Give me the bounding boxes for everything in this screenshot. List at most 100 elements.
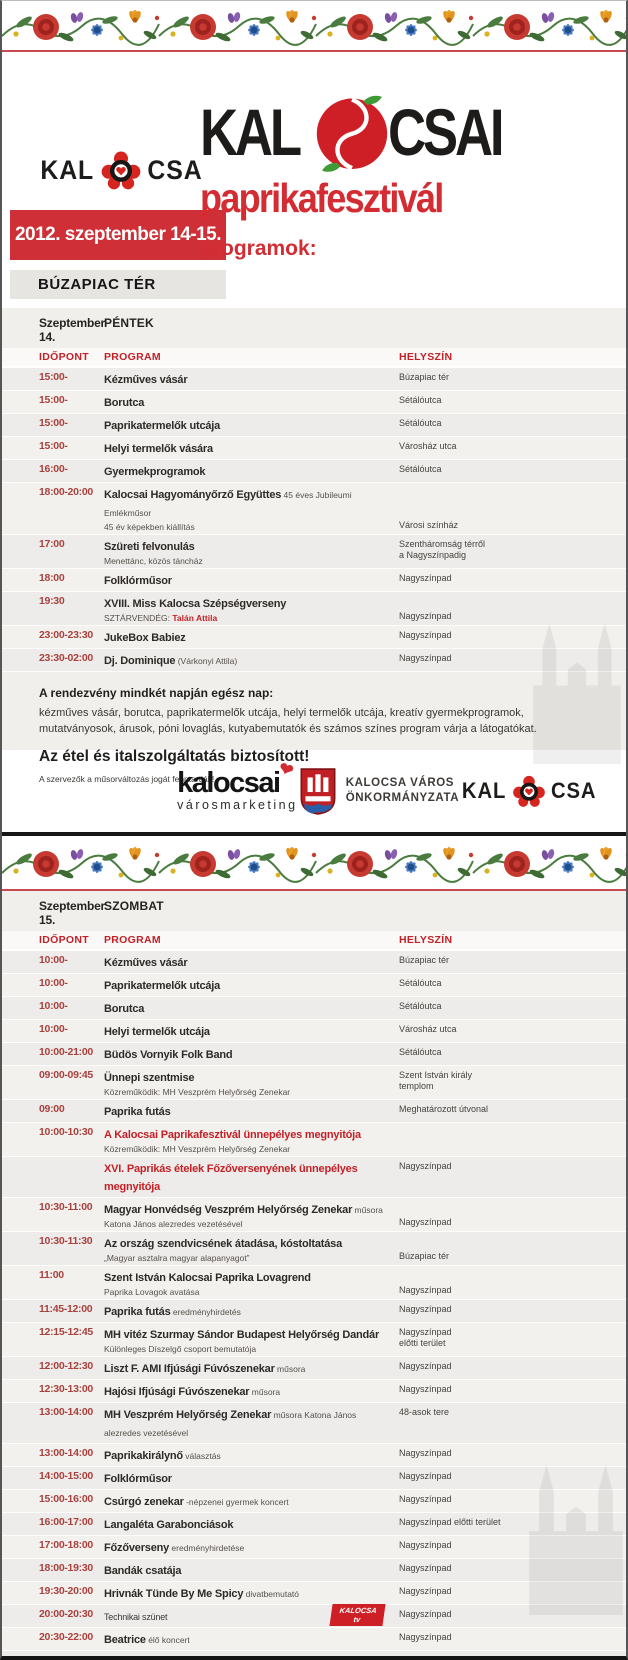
table-row: 10:00- Kézműves vásár Búzapiac tér <box>2 951 626 974</box>
day-date: Szeptember 14. <box>39 316 106 344</box>
event-location: Szent István király templom <box>399 1070 473 1092</box>
event-time: 13:00-14:00 <box>39 1406 93 1418</box>
event-program: Liszt F. AMI Ifjúsági Fúvószenekar műsor… <box>104 1363 306 1375</box>
event-program: Paprika futás <box>104 1106 171 1118</box>
event-location: Nagyszínpad <box>399 1304 452 1314</box>
table-row: 15:00- Kézműves vásár Búzapiac tér <box>2 368 626 391</box>
event-location: Nagyszínpad <box>399 1384 452 1394</box>
event-location: Nagyszínpad <box>399 1540 452 1550</box>
event-location: Sétálóutca <box>399 978 442 988</box>
event-location: Városház utca <box>399 1024 457 1034</box>
city-logo-text-left: KAL <box>40 154 95 185</box>
event-location: Nagyszínpad előtti terület <box>399 1517 501 1527</box>
table-row: 18:00-19:30 Bandák csatája Nagyszínpad <box>2 1559 626 1582</box>
table-row: 10:30-11:30 Az ország szendvicsének átadá… <box>2 1232 626 1266</box>
rose-icon <box>101 151 140 190</box>
event-location: Nagyszínpad <box>399 1563 452 1573</box>
table-row: 09:00-09:45 Ünnepi szentmise Közreműködik:… <box>2 1066 626 1100</box>
event-location: Nagyszínpad <box>399 1161 452 1171</box>
table-row: 15:00- Helyi termelők vására Városház utca <box>2 437 626 460</box>
table-row: 16:00- Gyermekprogramok Sétálóutca <box>2 460 626 483</box>
event-location: Nagyszínpad <box>399 573 452 583</box>
event-time: 12:15-12:45 <box>39 1326 93 1338</box>
event-location: 48-asok tere <box>399 1407 450 1417</box>
table-row: 20:00-20:30 Technikai szünet Nagyszínpad <box>2 1605 626 1628</box>
event-time: 22:00-22:30 <box>39 1654 93 1660</box>
event-time: 11:45-12:00 <box>39 1303 93 1315</box>
event-program: Gyermekprogramok <box>104 466 206 478</box>
event-program: Szüreti felvonulás Menettánc, közös tánch… <box>104 541 203 566</box>
day-name: SZOMBAT <box>104 899 164 913</box>
table-row: 19:30 XVIII. Miss Kalocsa Szépségverseny S… <box>2 592 626 626</box>
table-row: 16:00-17:00 Langaléta Garabonciások Nagysz… <box>2 1513 626 1536</box>
festival-logo-csai: CSAI <box>387 94 505 169</box>
table-row: 18:00 Folklórműsor Nagyszínpad <box>2 569 626 592</box>
event-location: Városház utca <box>399 441 457 451</box>
col-program: PROGRAM <box>104 351 161 363</box>
event-time: 16:00- <box>39 463 68 475</box>
program-table: 15:00- Kézműves vásár Búzapiac tér 15:00- Bo… <box>2 368 626 672</box>
event-time <box>39 1159 104 1195</box>
event-program: MH Veszprém Helyőrség Zenekar műsora Kat… <box>104 1409 357 1438</box>
event-time: 13:00-14:00 <box>39 1447 93 1459</box>
event-location: Nagyszínpad <box>399 1471 452 1481</box>
table-row: 20:30-22:00 Beatrice élő koncert Nagyszínp… <box>2 1628 626 1651</box>
event-location: Nagyszínpad <box>399 653 452 663</box>
table-row: 11:45-12:00 Paprika futás eredményhirdeté… <box>2 1300 626 1323</box>
event-time: 18:00 <box>39 572 65 584</box>
event-location: Nagyszínpad <box>399 1284 452 1295</box>
event-program: Az ország szendvicsének átadása, kóstolt… <box>104 1238 342 1263</box>
event-time: 23:00-23:30 <box>39 629 93 641</box>
event-location: Nagyszínpad <box>399 1494 452 1504</box>
council-line1: KALOCSA VÁROS <box>345 777 455 790</box>
event-program: Magyar Honvédség Veszprém Helyőrség Zene… <box>104 1204 383 1229</box>
event-location: Nagyszínpad <box>399 1586 452 1596</box>
date-banner: 2012. szeptember 14-15. <box>10 210 226 260</box>
event-location: Szentháromság térről a Nagyszínpadig <box>399 539 486 561</box>
event-time: 18:00-19:30 <box>39 1562 93 1574</box>
event-time: 15:00- <box>39 371 68 383</box>
event-program: Csúrgó zenekar -népzenei gyermek koncert <box>104 1496 289 1508</box>
table-row: 10:30-11:00 Magyar Honvédség Veszprém Hel… <box>2 1198 626 1232</box>
event-location: Meghatározott útvonal <box>399 1104 489 1114</box>
floral-border-middle <box>2 836 626 891</box>
table-row: 10:00- Helyi termelők utcája Városház utca <box>2 1020 626 1043</box>
info-heading: A rendezvény mindkét napján egész nap: <box>39 686 274 700</box>
divider-red <box>2 889 626 891</box>
event-time: 19:30 <box>39 595 65 607</box>
info-disclaimer: A szervezők a műsorváltozás jogát fennta… <box>39 773 215 784</box>
column-header: IDŐPONT PROGRAM HELYSZÍN <box>2 348 626 368</box>
cathedral-watermark <box>529 1464 623 1615</box>
table-row: 19:30-20:00 Hrivnák Tünde By Me Spicy div… <box>2 1582 626 1605</box>
event-program: Borutca <box>104 397 145 409</box>
event-time: 09:00-09:45 <box>39 1069 93 1081</box>
event-program: Dj. Dominique (Várkonyi Attila) <box>104 655 238 667</box>
table-row: 15:00- Borutca Sétálóutca <box>2 391 626 414</box>
table-row: 14:00-15:00 Folklórműsor Nagyszínpad <box>2 1467 626 1490</box>
program-table: 10:00- Kézműves vásár Búzapiac tér 10:00- Pa… <box>2 951 626 1660</box>
table-row: 17:00-18:00 Főzőverseny eredményhirdetése… <box>2 1536 626 1559</box>
event-program: A Kalocsai Paprikafesztivál ünnepélyes m… <box>104 1129 361 1154</box>
event-location: Nagyszínpad <box>399 1448 452 1458</box>
organizer-footer: kalocsai ❤ városmarketing KALOCSA VÁROS Ö… <box>2 750 626 832</box>
event-location: Sétálóutca <box>399 395 442 405</box>
event-location <box>399 1125 626 1154</box>
event-program: Paprikakirálynő választás <box>104 1450 221 1462</box>
day-date: Szeptember 15. <box>39 899 106 927</box>
event-location: Búzapiac tér <box>399 955 450 965</box>
table-row: 22:00-22:30 Szakos AndreaNagyszínpad <box>2 1651 626 1660</box>
table-row: XVI. Paprikás ételek Főzőversenyének ünn… <box>2 1157 626 1198</box>
table-row: 12:00-12:30 Liszt F. AMI Ifjúsági Fúvósze… <box>2 1357 626 1380</box>
event-program: Paprikatermelők utcája <box>104 980 221 992</box>
program-section-friday: Szeptember 14. PÉNTEK IDŐPONT PROGRAM HE… <box>2 308 626 784</box>
event-time: 16:00-17:00 <box>39 1516 93 1528</box>
event-location: Városi színház <box>399 519 459 530</box>
event-time: 18:00-20:00 <box>39 486 93 498</box>
table-row: 13:00-14:00 MH Veszprém Helyőrség Zenekar… <box>2 1403 626 1444</box>
event-program: Hrivnák Tünde By Me Spicy divatbemutató <box>104 1588 300 1600</box>
event-location: Nagyszínpad <box>399 1609 452 1619</box>
table-row: 15:00- Paprikatermelők utcája Sétálóutca <box>2 414 626 437</box>
table-row: 12:30-13:00 Hajósi Ifjúsági Fúvószenekar … <box>2 1380 626 1403</box>
event-program: Beatrice élő koncert <box>104 1634 190 1646</box>
